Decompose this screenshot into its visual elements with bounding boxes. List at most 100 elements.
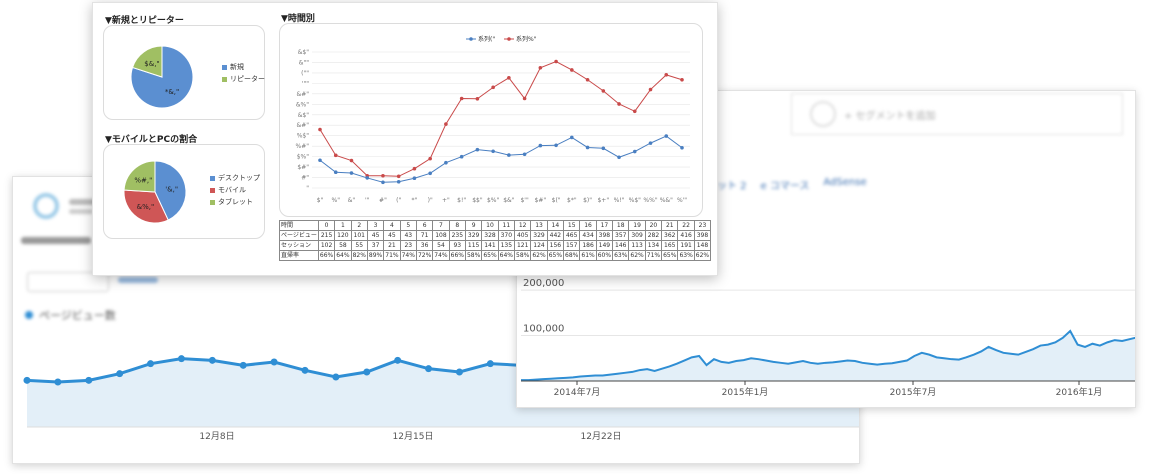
table-header-cell: 19 bbox=[628, 220, 646, 231]
data-point bbox=[270, 358, 278, 366]
tab-adsense[interactable]: AdSense bbox=[823, 177, 867, 188]
table-header-cell: 20 bbox=[644, 220, 663, 231]
x-tick-label: %" bbox=[332, 197, 341, 204]
hourly-data-table: 時間 0 1 2 3 4 5 6 7 8 9 10 11 12 13 14 15 16 17 18 19 20 21 22 23… bbox=[279, 220, 712, 261]
legend-label: ページビュー数 bbox=[39, 309, 116, 322]
x-tick-label: $'" bbox=[520, 197, 528, 204]
x-tick-label: $*" bbox=[567, 197, 577, 204]
y-tick-label: ("" bbox=[301, 70, 309, 77]
table-cell: 398 bbox=[693, 230, 712, 241]
table-header-cell: 3 bbox=[366, 220, 385, 231]
x-axis-label: 12月8日 bbox=[199, 431, 234, 442]
data-point bbox=[444, 160, 448, 165]
table-cell: 442 bbox=[546, 230, 565, 241]
new-return-card: *&," $&," 新規 リピーター bbox=[103, 25, 265, 120]
y-tick-label: $%" bbox=[297, 154, 310, 161]
x-tick-label: *" bbox=[412, 197, 418, 204]
hourly-line-card: &$" &"" ("" '"" &#" &%" &$" &#" %$" %#" $%" $#" #" " $… bbox=[279, 23, 703, 217]
table-cell: 65% bbox=[481, 250, 499, 261]
data-point bbox=[632, 109, 637, 114]
data-point bbox=[396, 179, 401, 184]
pie-legend-item: モバイル bbox=[210, 185, 246, 195]
table-cell: 191 bbox=[677, 240, 695, 251]
table-row: ページビュー 215 120 101 45 45 43 71 108 235 329 328 370 40… bbox=[279, 230, 712, 241]
table-cell: 65% bbox=[661, 250, 679, 261]
x-tick-label: '" bbox=[365, 197, 370, 204]
table-cell: 124 bbox=[530, 240, 548, 251]
x-tick-label: $!" bbox=[457, 197, 466, 204]
table-cell: 72% bbox=[415, 250, 434, 261]
tab-ecommerce[interactable]: e コマース bbox=[760, 181, 810, 192]
table-header-cell: 8 bbox=[448, 220, 466, 231]
data-point bbox=[491, 85, 495, 90]
data-point bbox=[554, 143, 558, 148]
data-point bbox=[54, 378, 62, 386]
table-header-cell: 5 bbox=[399, 220, 417, 231]
x-tick-label: $(" bbox=[552, 197, 561, 204]
table-cell: 101 bbox=[350, 230, 368, 241]
data-point bbox=[459, 154, 464, 159]
table-cell: 89% bbox=[366, 250, 385, 261]
segment-circle-icon bbox=[810, 101, 836, 127]
legend-swatch bbox=[222, 76, 227, 82]
table-header-cell: 17 bbox=[595, 220, 614, 231]
table-cell: 235 bbox=[448, 230, 466, 241]
table-header-cell: 6 bbox=[415, 220, 434, 231]
table-cell: 36 bbox=[415, 240, 434, 251]
table-header-row: 時間 0 1 2 3 4 5 6 7 8 9 10 11 12 13 14 15 16 17 18 19 20 21 22 23 bbox=[279, 220, 712, 231]
data-point bbox=[664, 73, 669, 77]
table-cell: 62% bbox=[530, 250, 548, 261]
table-cell: 165 bbox=[661, 240, 679, 251]
select-link[interactable] bbox=[118, 277, 158, 283]
pie-slice bbox=[123, 189, 169, 224]
table-cell: 66% bbox=[317, 250, 336, 261]
table-cell: 398 bbox=[595, 230, 614, 241]
data-point bbox=[363, 368, 371, 376]
data-point bbox=[507, 153, 511, 157]
table-header-cell: 22 bbox=[677, 220, 695, 231]
table-cell: 141 bbox=[481, 240, 499, 251]
x-axis-label: 2014年7月 bbox=[554, 386, 601, 398]
y-tick-label: %#" bbox=[296, 143, 310, 150]
section-title-new-return: ▼新規とリピーター bbox=[105, 16, 184, 26]
x-tick-label: %'" bbox=[677, 197, 687, 204]
data-point bbox=[428, 156, 432, 161]
x-tick-label: )" bbox=[428, 197, 433, 204]
data-point bbox=[617, 102, 621, 106]
table-cell: 71% bbox=[644, 250, 663, 261]
x-tick-label: %!" bbox=[614, 197, 625, 204]
tab-tier2[interactable]: ット 2 bbox=[717, 181, 747, 192]
legend-swatch bbox=[210, 175, 215, 181]
table-cell: 405 bbox=[514, 230, 532, 241]
header-bar bbox=[69, 209, 93, 214]
data-point bbox=[648, 87, 653, 92]
table-header-cell: 7 bbox=[432, 220, 450, 231]
table-header-cell: 9 bbox=[464, 220, 483, 231]
data-point bbox=[475, 147, 480, 152]
data-point bbox=[632, 149, 637, 154]
hourly-line-chart: &$" &"" ("" '"" &#" &%" &$" &#" %$" %#" $%" $#" #" " $… bbox=[296, 35, 690, 204]
select-box[interactable] bbox=[27, 272, 109, 292]
data-point bbox=[412, 166, 417, 171]
table-cell: 102 bbox=[317, 240, 336, 251]
y-tick-label: &$" bbox=[298, 112, 309, 119]
table-cell: 74% bbox=[399, 250, 417, 261]
y-tick-label: 100,000 bbox=[523, 324, 564, 335]
y-tick-label: " bbox=[306, 185, 309, 192]
data-point bbox=[459, 96, 464, 101]
table-cell: 148 bbox=[693, 240, 712, 251]
data-point bbox=[301, 366, 309, 374]
legend-swatch bbox=[210, 199, 215, 205]
pie-legend-item: 新規 bbox=[222, 62, 244, 72]
table-cell: 60% bbox=[595, 250, 614, 261]
x-tick-label: +" bbox=[442, 197, 450, 204]
table-cell: 135 bbox=[497, 240, 516, 251]
table-cell: 45 bbox=[383, 230, 401, 241]
add-segment-button[interactable]: + セグメントを追加 bbox=[844, 110, 936, 122]
table-cell: 186 bbox=[579, 240, 597, 251]
sessions-area-chart: 200,000 100,000 2014年7月 2015年1月 2015年7月 2016年… bbox=[521, 278, 1135, 398]
pie-slice-label: '&," bbox=[165, 185, 178, 193]
data-point bbox=[522, 152, 527, 157]
pie-slice bbox=[123, 160, 156, 193]
x-tick-label: $&" bbox=[503, 197, 514, 204]
